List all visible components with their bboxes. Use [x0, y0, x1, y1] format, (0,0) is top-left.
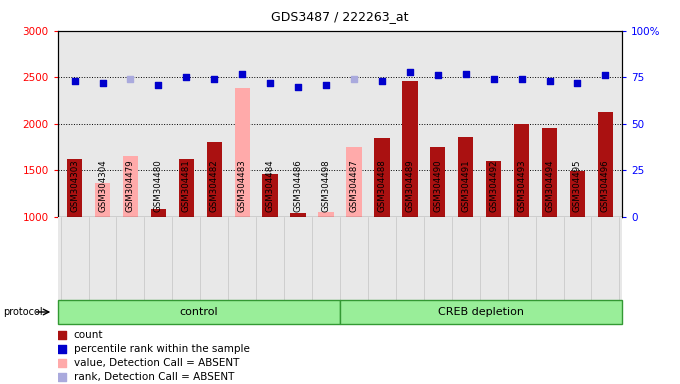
Point [488, 76, 499, 82]
Point [153, 82, 164, 88]
Bar [598, 112, 613, 217]
Point [97, 80, 108, 86]
Bar [486, 161, 501, 217]
Bar [430, 147, 445, 217]
Bar [151, 209, 166, 217]
Bar [67, 159, 82, 217]
Text: GDS3487 / 222263_at: GDS3487 / 222263_at [271, 10, 409, 23]
Bar [570, 171, 585, 217]
Bar [514, 124, 529, 217]
Bar [340, 300, 622, 324]
Point [56, 374, 67, 380]
Bar [95, 182, 110, 217]
Point [600, 72, 611, 78]
Bar [235, 88, 250, 217]
Bar [318, 212, 334, 217]
Point [69, 78, 80, 84]
Point [237, 71, 248, 77]
Bar [290, 213, 306, 217]
Point [56, 346, 67, 352]
Point [432, 72, 443, 78]
Point [349, 76, 360, 82]
Point [209, 76, 220, 82]
Text: protocol: protocol [3, 307, 43, 317]
Bar [458, 137, 473, 217]
Point [56, 332, 67, 338]
Point [572, 80, 583, 86]
Bar [402, 81, 418, 217]
Point [460, 71, 471, 77]
Bar [179, 159, 194, 217]
Point [265, 80, 275, 86]
Point [405, 69, 415, 75]
Bar [374, 138, 390, 217]
Point [320, 82, 331, 88]
Text: CREB depletion: CREB depletion [438, 307, 524, 317]
Text: count: count [73, 330, 103, 340]
Point [125, 76, 136, 82]
Text: percentile rank within the sample: percentile rank within the sample [73, 344, 250, 354]
Point [56, 360, 67, 366]
Bar [262, 174, 278, 217]
Point [181, 74, 192, 80]
Text: rank, Detection Call = ABSENT: rank, Detection Call = ABSENT [73, 372, 234, 382]
Point [516, 76, 527, 82]
Text: value, Detection Call = ABSENT: value, Detection Call = ABSENT [73, 358, 239, 368]
Point [292, 84, 303, 90]
Text: control: control [180, 307, 218, 317]
Point [544, 78, 555, 84]
Bar [123, 156, 138, 217]
Point [377, 78, 388, 84]
Bar [207, 142, 222, 217]
Bar [346, 147, 362, 217]
Bar [58, 300, 340, 324]
Bar [542, 129, 557, 217]
